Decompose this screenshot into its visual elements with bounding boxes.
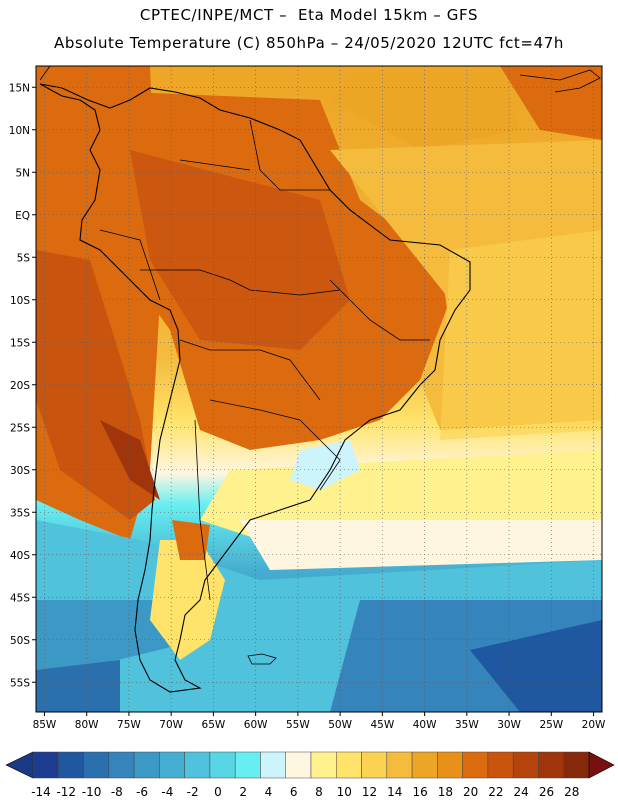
colorbar-label: -4 — [161, 785, 173, 799]
colorbar-label: 26 — [539, 785, 554, 799]
colorbar-swatch — [512, 751, 539, 779]
latitude-axis: 15N 10N 5N EQ 5S 10S 15S 20S 25S 30S 35S 40S 45S 50S 5… — [9, 82, 36, 689]
colorbar-swatch — [336, 751, 362, 779]
colorbar-label: -8 — [111, 785, 123, 799]
lon-tick-label: 45W — [370, 719, 394, 731]
colorbar-swatch — [58, 751, 84, 779]
lon-tick-label: 20W — [582, 719, 606, 731]
colorbar-label: -6 — [136, 785, 148, 799]
lon-tick-label: 55W — [286, 719, 310, 731]
colorbar-label: 10 — [337, 785, 352, 799]
chart-title-line-2: Absolute Temperature (C) 850hPa – 24/05/… — [54, 34, 564, 52]
colorbar-label: 2 — [239, 785, 247, 799]
colorbar-label: -10 — [82, 785, 102, 799]
colorbar-label: 28 — [564, 785, 579, 799]
lon-tick-label: 40W — [413, 719, 437, 731]
colorbar-label: 8 — [315, 785, 323, 799]
lon-tick-label: 25W — [539, 719, 563, 731]
longitude-axis: 85W 80W 75W 70W 65W 60W 55W 50W 45W 40W 35W 30W 25W 2… — [33, 712, 606, 731]
lat-tick-label: 35S — [10, 507, 30, 519]
colorbar-label: 20 — [463, 785, 478, 799]
lat-tick-label: 55S — [10, 677, 30, 689]
colorbar-label: -12 — [56, 785, 76, 799]
lon-tick-label: 85W — [33, 719, 57, 731]
lat-tick-label: 15S — [10, 337, 30, 349]
map-frame — [35, 65, 603, 713]
colorbar-swatch — [184, 751, 211, 779]
lat-tick-label: 45S — [10, 592, 30, 604]
colorbar-swatch — [411, 751, 438, 779]
colorbar-label: 18 — [438, 785, 453, 799]
lon-tick-label: 50W — [328, 719, 352, 731]
lat-tick-label: 40S — [10, 550, 30, 562]
colorbar-label: 6 — [290, 785, 298, 799]
lon-tick-label: 80W — [75, 719, 99, 731]
colorbar-swatch — [361, 751, 388, 779]
lat-tick-label: EQ — [15, 210, 30, 222]
colorbar-label: 16 — [412, 785, 427, 799]
colorbar-label: 0 — [214, 785, 222, 799]
colorbar-swatch — [386, 751, 413, 779]
lat-tick-label: 5S — [17, 252, 31, 264]
lon-tick-label: 70W — [159, 719, 183, 731]
colorbar-swatch — [538, 751, 564, 779]
lat-tick-label: 5N — [15, 167, 30, 179]
colorbar-swatch — [234, 751, 261, 779]
lon-tick-label: 60W — [244, 719, 268, 731]
colorbar: -14 -12 -10 -8 -6 -4 -2 0 2 4 6 8 10 12 14 16 18 20 22 24 26… — [5, 751, 615, 799]
colorbar-swatch — [487, 751, 514, 779]
colorbar-label: -14 — [31, 785, 51, 799]
lon-tick-label: 65W — [202, 719, 226, 731]
chart-title-line-1: CPTEC/INPE/MCT – Eta Model 15km – GFS — [139, 6, 479, 24]
colorbar-swatch — [32, 751, 59, 779]
colorbar-swatch — [310, 751, 337, 779]
colorbar-label: 24 — [514, 785, 529, 799]
lat-tick-label: 30S — [10, 465, 30, 477]
colorbar-swatch — [260, 751, 286, 779]
colorbar-swatch — [159, 751, 185, 779]
colorbar-swatch — [437, 751, 463, 779]
lat-tick-label: 25S — [10, 422, 30, 434]
lat-tick-label: 15N — [9, 82, 30, 94]
colorbar-swatch — [133, 751, 160, 779]
lat-tick-label: 20S — [10, 380, 30, 392]
colorbar-swatch — [108, 751, 135, 779]
lon-tick-label: 75W — [117, 719, 141, 731]
colorbar-under-arrow — [5, 751, 34, 779]
lat-tick-label: 10N — [9, 125, 30, 137]
colorbar-swatch — [563, 751, 590, 779]
colorbar-swatch — [285, 751, 312, 779]
colorbar-label: 14 — [387, 785, 402, 799]
lat-tick-label: 10S — [10, 295, 30, 307]
colorbar-swatch — [462, 751, 489, 779]
colorbar-label: 12 — [362, 785, 377, 799]
colorbar-label: -2 — [187, 785, 199, 799]
lon-tick-label: 35W — [455, 719, 479, 731]
colorbar-swatch — [83, 751, 110, 779]
lon-tick-label: 30W — [497, 719, 521, 731]
temperature-field — [36, 66, 602, 712]
colorbar-label: 4 — [265, 785, 273, 799]
colorbar-label: 22 — [488, 785, 503, 799]
lat-tick-label: 50S — [10, 635, 30, 647]
coastline — [39, 66, 601, 693]
colorbar-swatch — [209, 751, 236, 779]
colorbar-over-arrow — [588, 751, 615, 779]
